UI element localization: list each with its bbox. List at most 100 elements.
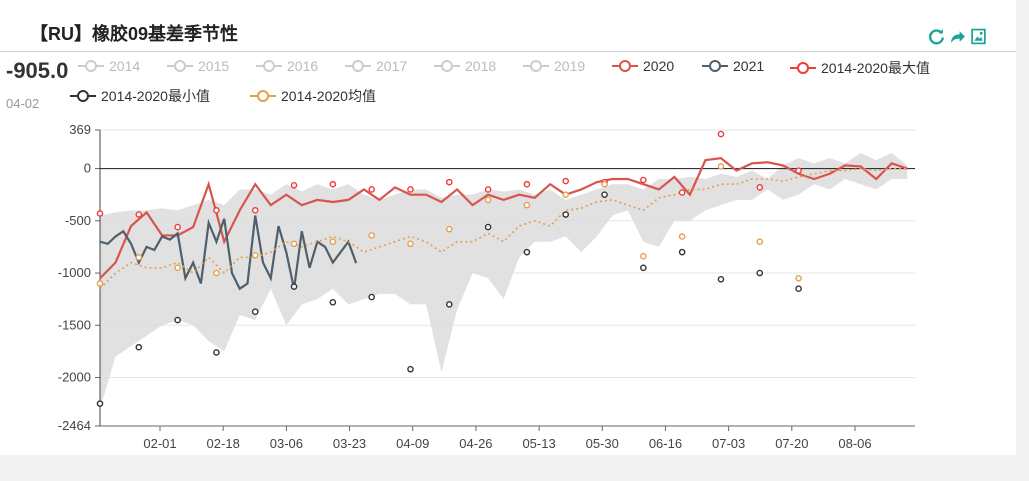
min-marker: [484, 223, 492, 231]
hover-value-readout: -905.0: [6, 58, 69, 83]
max-marker: [96, 210, 104, 217]
min-marker: [290, 283, 298, 290]
series-lines: [99, 156, 908, 291]
series-line-2014-2020均值: [99, 167, 908, 290]
mean-marker: [678, 233, 686, 240]
max-marker: [368, 186, 375, 193]
legend-symbol-icon: [167, 60, 193, 72]
legend-item-2015[interactable]: 2015: [167, 58, 229, 74]
x-tick-label: 08-06: [838, 436, 871, 451]
axes: 369 0 -500 -1000 -1500 -2000 -2464 02-01 02-18 03…: [58, 122, 915, 451]
min-marker: [407, 365, 414, 373]
chart-panel: 【RU】橡胶09基差季节性 -905.0 04-02 2014 2015 2016 2…: [0, 0, 1016, 455]
max-marker: [329, 180, 337, 188]
y-tick-label: -500: [65, 213, 91, 228]
mean-marker: [135, 254, 143, 261]
legend-item-2014-2020最小值[interactable]: 2014-2020最小值: [70, 86, 210, 106]
mean-marker: [213, 269, 220, 277]
legend-item-2014-2020均值[interactable]: 2014-2020均值: [250, 86, 376, 106]
legend-symbol-icon: [256, 60, 282, 72]
legend-item-2016[interactable]: 2016: [256, 58, 318, 74]
min-marker: [640, 264, 647, 272]
share-icon[interactable]: [949, 28, 966, 45]
mean-marker: [484, 196, 492, 204]
legend-symbol-icon: [702, 60, 728, 72]
min-marker: [445, 301, 453, 308]
max-marker: [640, 176, 647, 184]
max-marker: [717, 130, 725, 138]
min-marker: [368, 293, 375, 301]
x-tick-label: 03-06: [270, 436, 303, 451]
min-marker: [135, 343, 143, 351]
legend-label: 2014-2020最大值: [821, 60, 930, 76]
x-tick-label: 07-20: [775, 436, 808, 451]
max-marker: [407, 186, 414, 193]
toolbox: [928, 28, 987, 45]
range-band: [100, 152, 908, 409]
mean-marker: [368, 232, 375, 239]
mean-marker: [329, 238, 337, 245]
legend-label: 2018: [465, 58, 497, 74]
legend-symbol-icon: [434, 60, 460, 72]
y-tick-label: 0: [84, 161, 91, 176]
max-marker: [445, 178, 453, 186]
refresh-icon[interactable]: [928, 28, 945, 45]
min-marker: [562, 211, 570, 218]
legend-item-2018[interactable]: 2018: [434, 58, 496, 74]
mean-marker: [174, 264, 181, 272]
mean-marker: [251, 251, 259, 259]
legend-symbol-icon: [70, 90, 96, 102]
save-image-icon[interactable]: [970, 28, 987, 45]
min-marker: [717, 276, 725, 283]
legend-label: 2014-2020最小值: [101, 88, 210, 104]
legend-symbol-icon: [345, 60, 371, 72]
legend-label: 2014: [109, 58, 141, 74]
legend-label: 2021: [733, 58, 765, 74]
legend-label: 2020: [643, 58, 675, 74]
legend-symbol-icon: [78, 60, 104, 72]
x-tick-label: 07-03: [712, 436, 745, 451]
legend-symbol-icon: [523, 60, 549, 72]
max-marker: [523, 180, 531, 188]
mean-marker: [407, 240, 414, 248]
max-min-range-band: [100, 152, 908, 409]
legend-symbol-icon: [250, 90, 276, 102]
legend-item-2019[interactable]: 2019: [523, 58, 585, 74]
y-tick-label: -2000: [58, 370, 91, 385]
legend-symbol-icon: [790, 62, 816, 74]
legend-item-2014[interactable]: 2014: [78, 58, 140, 74]
x-tick-label: 04-26: [459, 436, 492, 451]
min-marker: [795, 285, 802, 293]
mean-marker: [756, 238, 764, 245]
min-marker: [329, 298, 337, 306]
max-marker: [213, 207, 220, 214]
y-tick-label: -1000: [58, 265, 91, 280]
x-tick-label: 02-01: [143, 436, 176, 451]
legend-label: 2019: [554, 58, 586, 74]
min-marker: [213, 349, 220, 356]
mean-marker: [562, 191, 570, 198]
title-divider: [0, 51, 1016, 52]
max-marker: [756, 184, 764, 191]
series-line-2021: [99, 215, 358, 291]
min-marker: [96, 400, 104, 407]
legend-item-2017[interactable]: 2017: [345, 58, 407, 74]
max-marker: [135, 211, 143, 218]
chart-title: 【RU】橡胶09基差季节性: [30, 24, 239, 44]
x-tick-label: 05-30: [586, 436, 619, 451]
min-marker: [756, 269, 764, 277]
legend-item-2014-2020最大值[interactable]: 2014-2020最大值: [790, 58, 930, 78]
mean-marker: [640, 253, 647, 260]
legend-item-2021[interactable]: 2021: [702, 58, 764, 74]
max-marker: [174, 223, 181, 231]
legend-item-2020[interactable]: 2020: [612, 58, 674, 74]
mean-marker: [717, 163, 725, 170]
x-tick-label: 06-16: [649, 436, 682, 451]
mean-marker: [445, 225, 453, 233]
x-tick-label: 02-18: [207, 436, 240, 451]
max-marker: [562, 177, 570, 185]
y-tick-label: -1500: [58, 317, 91, 332]
hover-date-readout: 04-02: [6, 96, 40, 111]
legend-label: 2015: [198, 58, 230, 74]
x-tick-label: 03-23: [333, 436, 366, 451]
